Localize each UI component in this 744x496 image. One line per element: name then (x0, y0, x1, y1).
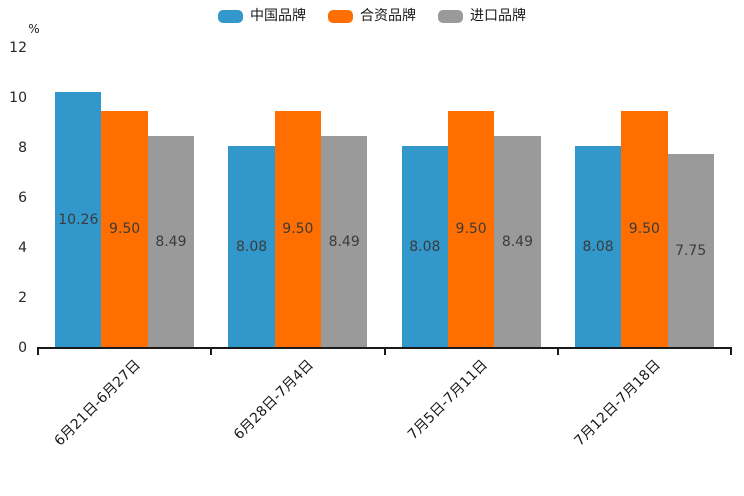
legend-swatch-icon (438, 9, 463, 23)
chart-legend: 中国品牌 合资品牌 进口品牌 (0, 7, 744, 25)
bar (574, 146, 622, 348)
y-tick-label: 2 (18, 290, 27, 306)
bar (494, 135, 541, 348)
x-tick-label: 7月5日-7月11日 (404, 357, 491, 443)
x-tick-mark (730, 349, 732, 355)
bar-value-label: 8.49 (328, 233, 360, 250)
bar-value-label: 9.50 (455, 221, 487, 238)
y-tick-label: 8 (18, 140, 27, 156)
x-tick-label: 6月28日-7月4日 (231, 357, 318, 443)
legend-label: 中国品牌 (250, 8, 306, 24)
legend-item: 合资品牌 (328, 7, 416, 25)
x-tick-mark (383, 349, 386, 355)
y-tick-label: 12 (9, 40, 27, 56)
legend-item: 中国品牌 (218, 7, 306, 25)
legend-item: 进口品牌 (438, 7, 526, 25)
legend-label: 合资品牌 (360, 8, 416, 24)
y-tick-label: 4 (18, 240, 27, 256)
x-tick-mark (556, 349, 559, 355)
x-tick-mark (37, 349, 39, 355)
y-tick-label: 0 (18, 340, 27, 356)
x-tick-label: 7月12日-7月18日 (571, 357, 664, 450)
x-axis-line (37, 347, 732, 349)
bar (101, 110, 148, 348)
bar (667, 154, 714, 348)
y-tick-label: 6 (18, 190, 27, 206)
y-axis-unit-label: % (28, 22, 40, 36)
bar (228, 146, 275, 348)
bar-value-label: 9.50 (109, 221, 141, 238)
bar (55, 91, 102, 348)
bar-value-label: 8.49 (501, 233, 533, 250)
legend-swatch-icon (218, 9, 243, 23)
bar (401, 146, 448, 348)
x-tick-mark (210, 349, 213, 355)
bar (621, 110, 668, 348)
bar-value-label: 9.50 (628, 221, 660, 238)
bar (447, 110, 495, 348)
bar (274, 110, 322, 348)
bar-value-label: 8.08 (582, 239, 614, 255)
legend-swatch-icon (328, 9, 353, 23)
bar-value-label: 8.08 (409, 239, 441, 255)
x-tick-label: 6月21日-6月27日 (51, 357, 144, 450)
bar-value-label: 8.49 (155, 233, 187, 250)
bar-value-label: 7.75 (675, 243, 707, 260)
bar-value-label: 8.08 (235, 239, 268, 255)
bar-value-label: 9.50 (282, 221, 314, 238)
y-tick-label: 10 (9, 90, 27, 106)
bar (147, 135, 195, 348)
bar (321, 135, 368, 348)
legend-label: 进口品牌 (470, 8, 526, 24)
bar-value-label: 10.26 (58, 211, 99, 228)
